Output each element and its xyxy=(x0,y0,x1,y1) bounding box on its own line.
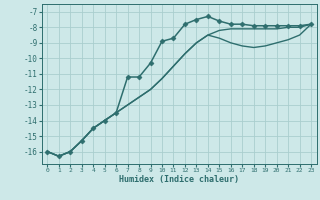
X-axis label: Humidex (Indice chaleur): Humidex (Indice chaleur) xyxy=(119,175,239,184)
